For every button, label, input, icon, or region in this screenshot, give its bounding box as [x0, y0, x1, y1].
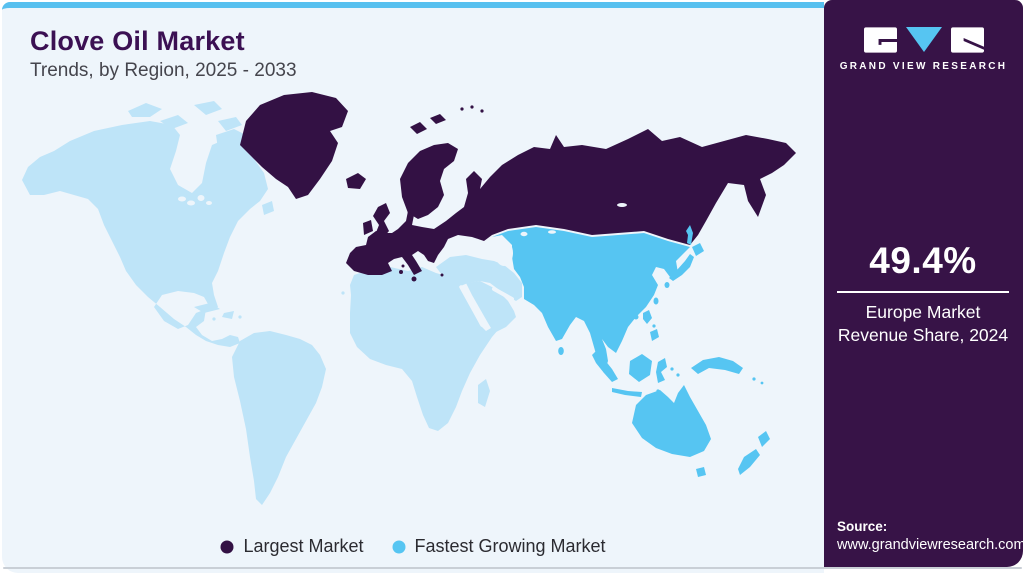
region-other-markets	[22, 101, 522, 505]
lake-balkhash	[548, 230, 556, 234]
red-sea	[459, 285, 484, 327]
legend-item-fastest-growing: Fastest Growing Market	[392, 536, 606, 557]
persian-gulf	[492, 287, 514, 301]
arctic-isle	[480, 109, 484, 113]
corsica	[401, 264, 405, 268]
logo-g-icon	[863, 27, 897, 53]
page-title: Clove Oil Market	[30, 26, 245, 56]
great-lakes	[206, 201, 212, 205]
gvr-logo-shapes	[824, 27, 1023, 53]
kyushu	[664, 282, 670, 288]
iceland	[346, 173, 366, 189]
inland-seas	[178, 195, 627, 266]
solomon-isles	[760, 381, 764, 385]
philippines	[643, 310, 659, 341]
moluccas	[670, 367, 674, 371]
gvr-logo: GRAND VIEW RESEARCH	[824, 27, 1023, 72]
region-fastest-growing-market	[492, 225, 770, 477]
source-url: www.grandviewresearch.com	[837, 537, 1025, 553]
black-sea	[453, 237, 483, 251]
borneo	[629, 354, 652, 382]
south-america	[232, 331, 326, 505]
stat-divider	[837, 291, 1009, 293]
africa	[350, 267, 504, 431]
solomon-isles	[752, 377, 756, 381]
middle-east	[436, 255, 522, 301]
puerto-rico	[238, 315, 242, 319]
legend-dot-largest-market	[220, 540, 234, 553]
sri-lanka	[558, 347, 564, 355]
arctic-isle	[470, 105, 474, 109]
madagascar	[478, 379, 490, 407]
arctic-isle	[460, 107, 464, 111]
source-label: Source:	[837, 519, 888, 534]
source-block: Source: www.grandviewresearch.com	[837, 519, 1025, 553]
legend-item-largest-market: Largest Market	[220, 536, 364, 557]
moluccas	[676, 373, 680, 377]
legend-dot-fastest-growing	[392, 540, 405, 553]
legend: Largest Market Fastest Growing Market	[2, 536, 824, 557]
logo-r-icon	[950, 27, 984, 53]
sicily	[411, 276, 417, 282]
north-america	[22, 121, 268, 347]
united-kingdom	[373, 203, 390, 238]
world-map	[22, 92, 796, 505]
sea-channels	[459, 285, 514, 327]
scandinavia	[400, 143, 458, 219]
region-largest-market	[240, 92, 796, 282]
bottom-divider	[3, 567, 1022, 569]
java	[612, 388, 642, 397]
jamaica	[212, 317, 216, 321]
new-zealand	[738, 431, 770, 475]
great-lakes	[178, 196, 186, 202]
japan	[669, 243, 704, 281]
europe-russia	[346, 129, 796, 275]
tasmania	[696, 467, 706, 477]
title-block: Clove Oil Market Trends, by Region, 2025…	[30, 26, 297, 82]
australia	[632, 385, 711, 457]
lake-baikal	[617, 203, 627, 207]
sumatra	[592, 351, 618, 382]
stat-value: 49.4%	[869, 240, 977, 281]
canary-islands	[341, 291, 345, 295]
great-lakes	[197, 195, 205, 201]
new-guinea	[691, 357, 743, 374]
taiwan	[653, 297, 659, 305]
philippine-isle	[652, 324, 656, 328]
logo-v-icon	[905, 27, 942, 52]
svalbard	[410, 114, 446, 134]
crete	[440, 273, 444, 277]
stat-caption-line1: Europe Market	[865, 302, 981, 322]
caribbean-islands	[194, 303, 234, 319]
arctic-islands	[128, 101, 274, 215]
legend-label-largest-market: Largest Market	[243, 536, 364, 556]
sakhalin	[686, 225, 693, 245]
ireland	[363, 220, 373, 235]
stat-caption-line2: Revenue Share, 2024	[837, 325, 1009, 346]
aral-sea	[520, 231, 528, 237]
arabia	[466, 281, 516, 333]
legend-label-fastest-growing: Fastest Growing Market	[414, 536, 606, 556]
stat-block: 49.4% Europe Market Revenue Share, 2024	[837, 240, 1009, 347]
caspian-sea	[495, 240, 513, 266]
hainan	[633, 314, 639, 320]
sulawesi	[656, 358, 667, 383]
page-subtitle: Trends, by Region, 2025 - 2033	[30, 60, 297, 82]
great-lakes	[187, 200, 195, 206]
asia-mainland	[492, 227, 690, 373]
sidebar: GRAND VIEW RESEARCH 49.4% Europe Market …	[824, 0, 1025, 567]
greenland	[240, 92, 348, 199]
sardinia	[399, 270, 403, 274]
brand-name: GRAND VIEW RESEARCH	[839, 61, 1008, 72]
